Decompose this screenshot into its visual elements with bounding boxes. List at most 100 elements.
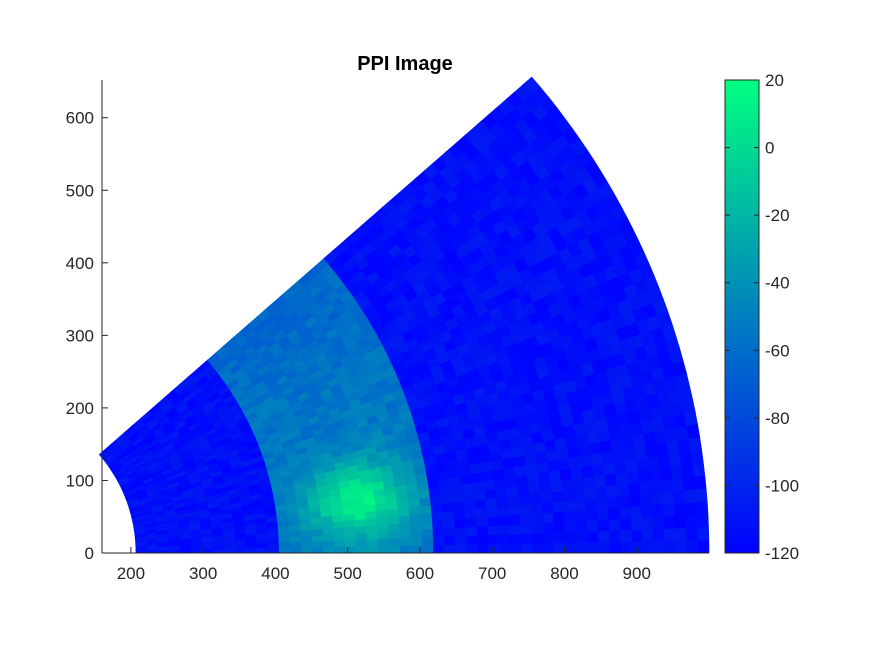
ppi-cell bbox=[662, 503, 676, 517]
ppi-cell bbox=[168, 549, 181, 554]
ppi-cell bbox=[452, 501, 465, 512]
ppi-cell bbox=[608, 518, 621, 531]
colorbar-gradient bbox=[724, 79, 760, 554]
ppi-cell bbox=[679, 450, 693, 466]
ppi-cell bbox=[563, 510, 577, 523]
ppi-cell bbox=[697, 539, 710, 554]
ppi-cell bbox=[675, 527, 688, 541]
ppi-cell bbox=[562, 489, 575, 502]
ppi-cell bbox=[646, 455, 660, 470]
ppi-cell bbox=[409, 513, 422, 523]
ppi-cell bbox=[333, 526, 346, 535]
ppi-cell bbox=[642, 540, 655, 554]
ppi-cell bbox=[576, 531, 589, 543]
ppi-cell bbox=[453, 518, 467, 529]
ppi-cell bbox=[432, 527, 445, 538]
ppi-cell bbox=[497, 515, 511, 526]
ppi-cell bbox=[634, 445, 648, 460]
y-tick-label: 100 bbox=[66, 471, 94, 490]
x-tick-label: 900 bbox=[623, 564, 651, 583]
ppi-cell bbox=[377, 530, 390, 540]
ppi-cell bbox=[616, 483, 630, 497]
ppi-cell bbox=[620, 529, 633, 542]
ppi-cell bbox=[245, 547, 258, 554]
ppi-cell bbox=[289, 541, 302, 548]
ppi-cell bbox=[683, 488, 697, 504]
colorbar-tick-label: 0 bbox=[765, 139, 774, 158]
ppi-cell bbox=[486, 515, 500, 527]
ppi-cell bbox=[648, 467, 662, 482]
ppi-cell bbox=[696, 513, 709, 528]
ppi-cell bbox=[619, 517, 632, 531]
ppi-cell bbox=[604, 473, 618, 487]
ppi-cell bbox=[596, 507, 610, 521]
ppi-cell bbox=[585, 508, 599, 521]
ppi-cell bbox=[697, 526, 710, 541]
ppi-cell bbox=[475, 507, 488, 519]
ppi-cell bbox=[442, 510, 455, 521]
ppi-cell bbox=[432, 519, 445, 530]
x-tick-label: 600 bbox=[406, 564, 434, 583]
ppi-cell bbox=[355, 545, 368, 554]
ppi-cell bbox=[653, 528, 666, 542]
ppi-cell bbox=[344, 526, 357, 535]
ppi-cell bbox=[355, 538, 368, 547]
ppi-cell bbox=[576, 541, 589, 554]
ppi-cell bbox=[694, 487, 708, 503]
ppi-cell bbox=[651, 503, 665, 518]
ppi-cell bbox=[333, 533, 346, 541]
ppi-cell bbox=[693, 474, 707, 490]
x-tick-label: 700 bbox=[478, 564, 506, 583]
ppi-cell bbox=[399, 522, 412, 532]
ppi-cell bbox=[635, 457, 650, 472]
ppi-cell bbox=[245, 542, 258, 549]
ppi-cell bbox=[421, 536, 434, 546]
ppi-cell bbox=[411, 544, 423, 554]
ppi-cell bbox=[344, 539, 357, 547]
ppi-cell bbox=[388, 522, 401, 532]
ppi-cell bbox=[422, 544, 434, 554]
ppi-cell bbox=[399, 529, 412, 539]
ppi-cell bbox=[223, 548, 236, 554]
ppi-cell bbox=[311, 546, 324, 554]
ppi-cell bbox=[637, 468, 651, 483]
ppi-cell bbox=[267, 542, 280, 549]
colorbar-tick-label: -100 bbox=[765, 476, 799, 495]
ppi-cell bbox=[267, 547, 280, 554]
ppi-cell bbox=[670, 464, 684, 480]
ppi-cell bbox=[300, 546, 313, 554]
ppi-cell bbox=[559, 468, 573, 481]
ppi-cell bbox=[530, 502, 543, 515]
ppi-cell bbox=[355, 532, 368, 541]
ppi-cell bbox=[538, 481, 552, 494]
axes: 200 300 400 500 600 700 800 900 0 100 200 300 400 500… bbox=[66, 80, 709, 583]
ppi-cell bbox=[609, 541, 622, 554]
ppi-cell bbox=[565, 531, 578, 543]
ppi-cell bbox=[388, 530, 401, 539]
ppi-cell bbox=[563, 499, 576, 512]
ppi-cell bbox=[554, 531, 566, 544]
ppi-cell bbox=[430, 503, 444, 514]
ppi-cell bbox=[686, 539, 699, 554]
ppi-cell bbox=[443, 527, 456, 537]
ppi-cell bbox=[618, 506, 632, 520]
ppi-cell bbox=[638, 480, 652, 495]
ppi-cell bbox=[659, 466, 673, 481]
ppi-cell bbox=[366, 538, 379, 547]
ppi-cell bbox=[476, 534, 489, 545]
ppi-cell bbox=[541, 511, 555, 524]
ppi-cell bbox=[672, 489, 686, 504]
ppi-cell bbox=[234, 543, 247, 549]
ppi-cell bbox=[454, 526, 467, 537]
ppi-cell bbox=[289, 546, 302, 554]
ppi-cell bbox=[454, 535, 467, 545]
ppi-cell bbox=[599, 439, 613, 454]
ppi-cell bbox=[515, 474, 529, 487]
ppi-sector-image bbox=[98, 76, 710, 554]
ppi-cell bbox=[575, 520, 588, 533]
ppi-cell bbox=[453, 509, 466, 520]
colorbar-tick-label: -80 bbox=[765, 409, 790, 428]
ppi-cell bbox=[510, 543, 523, 554]
ppi-cell bbox=[574, 509, 588, 522]
